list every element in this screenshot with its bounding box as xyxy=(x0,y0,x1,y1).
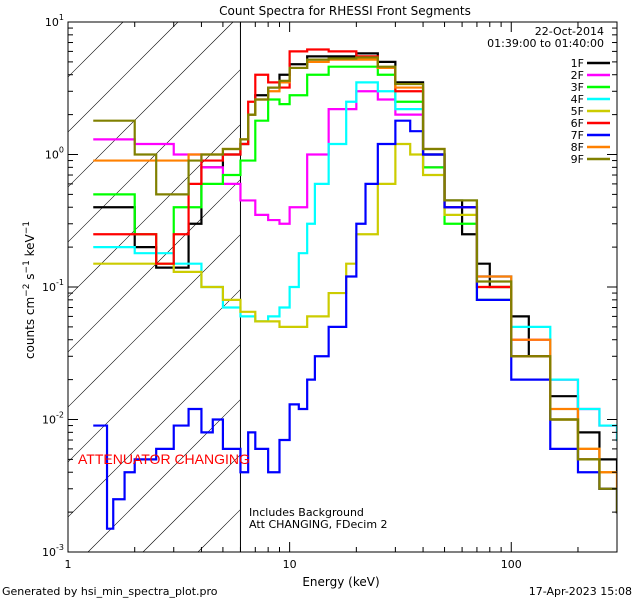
x-tick-label: 10 xyxy=(283,558,297,571)
legend-label: 3F xyxy=(571,81,584,94)
series-line-9F xyxy=(93,56,617,514)
series-line-4F xyxy=(93,81,617,442)
attenuator-changing-label: ATTENUATOR CHANGING xyxy=(78,451,250,467)
hatch-line xyxy=(68,179,241,353)
time-range-label: 01:39:00 to 01:40:00 xyxy=(487,37,604,50)
hatch-line xyxy=(68,22,124,78)
y-axis-label: counts cm−2 s−1 keV−1 xyxy=(22,221,37,359)
attenuator-hatch-region xyxy=(68,22,241,552)
legend-label: 1F xyxy=(571,57,584,70)
date-label: 22-Oct-2014 xyxy=(535,25,604,38)
series-line-8F xyxy=(93,58,617,490)
series-line-3F xyxy=(93,65,617,514)
hatch-line xyxy=(68,234,241,408)
chart-title: Count Spectra for RHESSI Front Segments xyxy=(219,4,471,18)
note-background: Includes Background xyxy=(249,506,364,519)
footer-generated-by: Generated by hsi_min_spectra_plot.pro xyxy=(2,585,218,598)
hatch-line xyxy=(142,454,241,552)
plot-frame xyxy=(67,21,618,553)
x-tick-label: 1 xyxy=(65,558,72,571)
hatch-line xyxy=(68,344,241,518)
legend-label: 4F xyxy=(571,93,584,106)
legend-label: 9F xyxy=(571,153,584,166)
footer-timestamp: 17-Apr-2023 15:08 xyxy=(528,585,632,598)
x-axis-label: Energy (keV) xyxy=(302,575,379,589)
note-attenuator: Att CHANGING, FDecim 2 xyxy=(249,518,388,531)
series-line-5F xyxy=(93,142,617,490)
x-tick-label: 100 xyxy=(501,558,522,571)
y-tick-label: 10-3 xyxy=(42,543,64,559)
series-layer xyxy=(93,48,617,530)
hatch-line xyxy=(87,399,241,552)
legend-label: 6F xyxy=(571,117,584,130)
hatch-line xyxy=(68,69,241,243)
hatch-line xyxy=(68,22,69,23)
hatch-line xyxy=(68,22,179,133)
series-line-2F xyxy=(93,90,617,442)
y-tick-label: 101 xyxy=(45,13,64,29)
legend-label: 8F xyxy=(571,141,584,154)
y-tick-label: 10-2 xyxy=(42,411,64,427)
y-tick-label: 10-1 xyxy=(42,278,64,294)
legend-label: 5F xyxy=(571,105,584,118)
hatch-line xyxy=(68,22,234,188)
series-line-6F xyxy=(93,48,617,514)
legend-label: 2F xyxy=(571,69,584,82)
legend-label: 7F xyxy=(571,129,584,142)
y-tick-label: 100 xyxy=(45,146,64,162)
